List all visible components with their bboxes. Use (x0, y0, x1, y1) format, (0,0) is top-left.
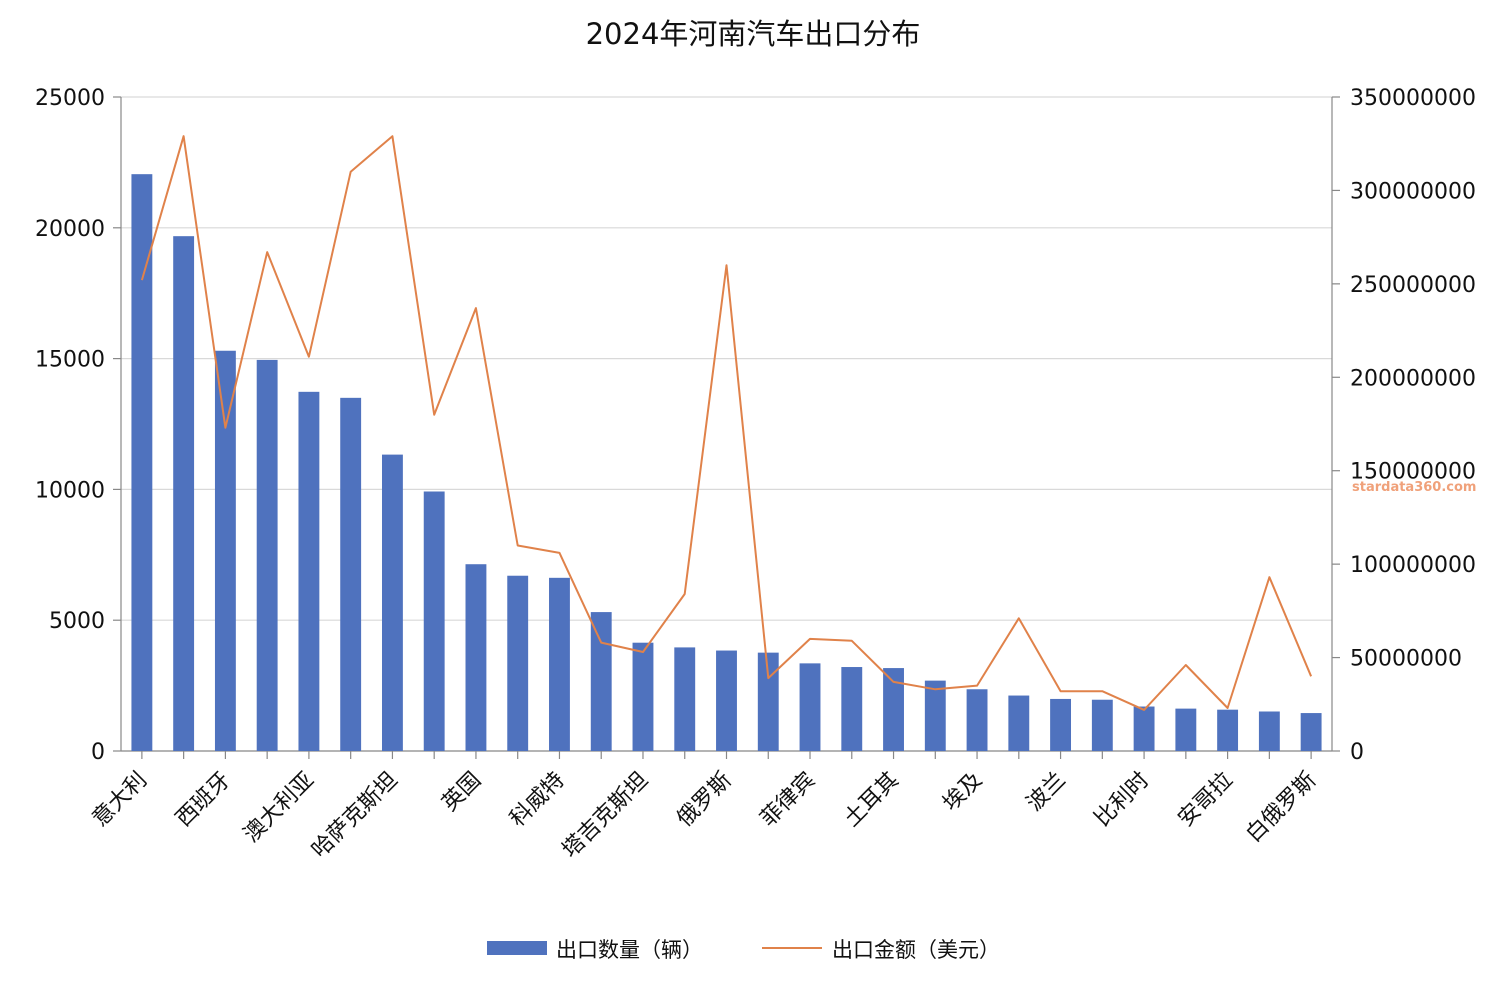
bar (549, 577, 570, 751)
legend-line-label: 出口金额（美元） (832, 938, 1000, 962)
y-left-tick-label: 10000 (35, 478, 105, 503)
bar (340, 397, 362, 751)
legend-bar-label: 出口数量（辆） (556, 938, 703, 962)
y-left-tick-label: 20000 (35, 217, 105, 242)
bar (298, 391, 320, 751)
y-right-tick-label: 300000000 (1350, 179, 1476, 204)
y-right-tick-label: 350000000 (1350, 86, 1476, 111)
y-right-tick-label: 150000000 (1350, 460, 1476, 485)
bar (465, 564, 487, 751)
x-tick-label: 比利时 (1090, 768, 1154, 832)
bar (1217, 709, 1239, 751)
bar (1175, 708, 1197, 751)
bar (1133, 706, 1155, 751)
x-tick-label: 白俄罗斯 (1241, 768, 1321, 848)
bar (256, 359, 278, 751)
bar (507, 575, 529, 751)
bar (1300, 713, 1322, 751)
bar (423, 491, 445, 751)
x-tick-label: 埃及 (938, 768, 987, 817)
bar (1050, 698, 1072, 751)
y-right-tick-label: 200000000 (1350, 366, 1476, 391)
chart-title: 2024年河南汽车出口分布 (586, 17, 921, 51)
y-right-tick-label: 0 (1350, 740, 1364, 765)
bar-series (131, 174, 1322, 751)
bar (883, 668, 904, 751)
bar (381, 454, 403, 751)
watermark: stardata360.com (1352, 480, 1476, 495)
bar (841, 667, 863, 751)
x-tick-label: 土耳其 (839, 768, 903, 832)
line-series (140, 135, 1313, 711)
x-tick-label: 安哥拉 (1173, 768, 1237, 832)
bar (674, 647, 696, 751)
legend: 出口数量（辆） 出口金额（美元） (487, 938, 1000, 962)
y-left-tick-label: 15000 (35, 348, 105, 373)
bar (799, 663, 821, 751)
x-tick-label: 科威特 (505, 768, 569, 832)
bar (1258, 711, 1280, 751)
bar (173, 236, 195, 751)
x-tick-label: 澳大利亚 (239, 768, 319, 848)
x-tick-label: 俄罗斯 (672, 768, 736, 832)
bar (131, 174, 153, 751)
y-right-tick-label: 50000000 (1350, 647, 1462, 672)
y-left-tick-label: 5000 (49, 609, 105, 634)
bar (632, 642, 654, 751)
x-tick-label: 英国 (437, 768, 486, 817)
x-tick-label: 哈萨克斯坦 (307, 768, 402, 863)
x-tick-label: 塔吉克斯坦 (558, 768, 653, 863)
y-right-tick-label: 250000000 (1350, 273, 1476, 298)
grid-lines (121, 96, 1332, 621)
bar (1091, 699, 1113, 751)
y-left-tick-label: 25000 (35, 86, 105, 111)
x-tick-label: 菲律宾 (756, 768, 820, 832)
bar (214, 350, 236, 751)
bar (716, 650, 737, 751)
bar (966, 689, 988, 751)
bar (924, 680, 946, 751)
bar (590, 612, 612, 751)
series-line (140, 135, 1313, 711)
y-right-tick-label: 100000000 (1350, 553, 1476, 578)
bar (757, 652, 779, 751)
x-tick-label: 西班牙 (171, 768, 235, 832)
x-tick-label: 波兰 (1022, 768, 1071, 817)
legend-bar-swatch (487, 941, 547, 955)
y-left-tick-label: 0 (91, 740, 105, 765)
bar (1008, 695, 1030, 751)
x-tick-label: 意大利 (88, 768, 152, 832)
